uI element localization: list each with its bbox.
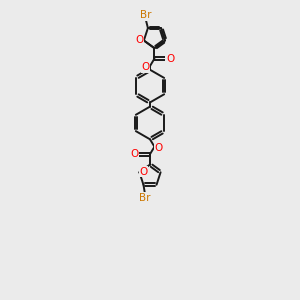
Text: O: O (142, 62, 150, 72)
Text: Br: Br (140, 10, 152, 20)
Text: O: O (130, 149, 139, 159)
Text: O: O (166, 54, 174, 64)
Text: O: O (154, 143, 163, 153)
Text: Br: Br (139, 193, 151, 203)
Text: O: O (140, 167, 148, 176)
Text: O: O (136, 35, 144, 45)
